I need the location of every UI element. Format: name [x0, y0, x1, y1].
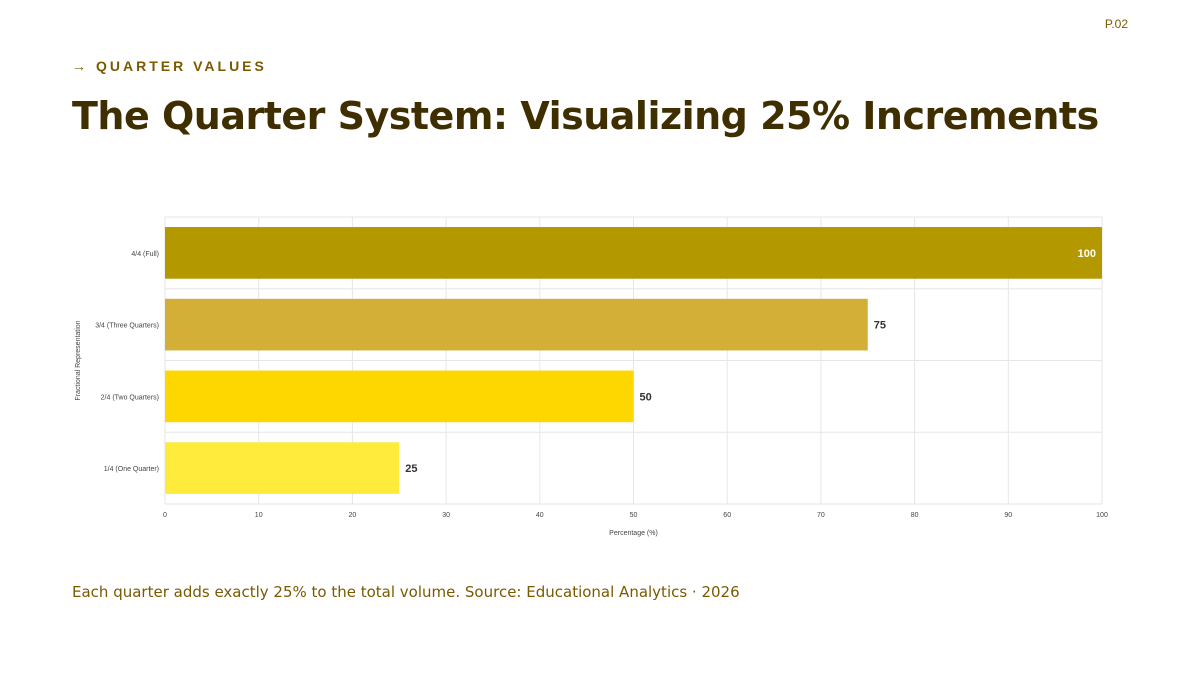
x-tick-label: 80 — [911, 512, 919, 519]
bar — [165, 442, 400, 494]
y-tick-label: 2/4 (Two Quarters) — [101, 394, 159, 401]
page-number: P.02 — [1104, 17, 1128, 31]
y-axis-label: Fractional Representation — [75, 320, 82, 400]
x-tick-label: 100 — [1096, 512, 1108, 519]
x-tick-label: 70 — [817, 512, 825, 519]
y-tick-label: 4/4 (Full) — [131, 251, 159, 258]
section-kicker: → QUARTER VALUES — [72, 58, 267, 74]
x-tick-label: 40 — [536, 512, 544, 519]
x-tick-label: 90 — [1004, 512, 1012, 519]
x-axis-label: Percentage (%) — [609, 530, 658, 537]
data-label: 25 — [405, 463, 417, 475]
x-tick-label: 50 — [630, 512, 638, 519]
bar-chart: 4/4 (Full) 100 3/4 (Three Quarters) 75 2/4 (… — [68, 205, 1128, 550]
bar — [165, 298, 868, 351]
data-label: 50 — [640, 391, 652, 403]
x-tick-label: 10 — [255, 512, 263, 519]
arrow-right-icon: → — [72, 58, 86, 74]
x-tick-label: 20 — [349, 512, 357, 519]
y-tick-label: 3/4 (Three Quarters) — [95, 323, 159, 330]
data-label: 100 — [1078, 248, 1096, 260]
x-tick-label: 30 — [442, 512, 450, 519]
x-tick-label: 0 — [163, 512, 167, 519]
chart-caption: Each quarter adds exactly 25% to the tot… — [72, 583, 740, 601]
page-title: The Quarter System: Visualizing 25% Incr… — [72, 94, 1099, 138]
x-tick-label: 60 — [723, 512, 731, 519]
bar — [165, 227, 1102, 279]
data-label: 75 — [874, 320, 886, 332]
y-tick-label: 1/4 (One Quarter) — [104, 466, 159, 473]
bar — [165, 370, 634, 423]
kicker-label: QUARTER VALUES — [96, 58, 267, 74]
